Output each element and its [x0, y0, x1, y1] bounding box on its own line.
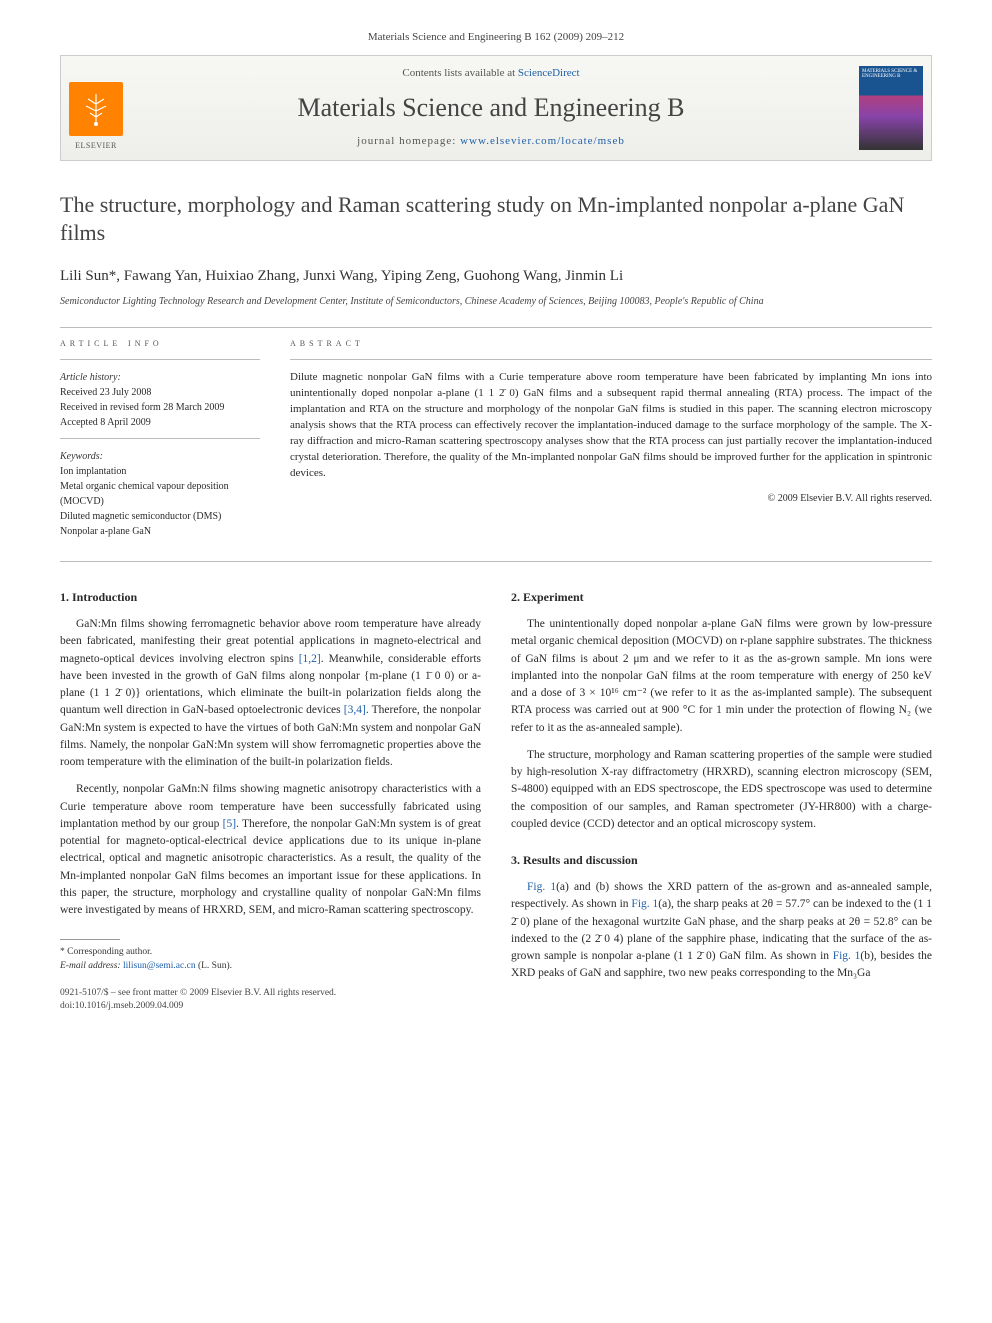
section-heading-experiment: 2. Experiment	[511, 588, 932, 606]
front-matter-line: 0921-5107/$ – see front matter © 2009 El…	[60, 987, 481, 1000]
accepted-date: Accepted 8 April 2009	[60, 415, 260, 430]
divider	[60, 561, 932, 562]
sciencedirect-link[interactable]: ScienceDirect	[518, 67, 580, 79]
journal-name: Materials Science and Engineering B	[298, 90, 685, 126]
tree-icon	[76, 89, 116, 129]
article-title: The structure, morphology and Raman scat…	[60, 191, 932, 248]
corresponding-author-footnote: * Corresponding author. E-mail address: …	[60, 946, 481, 973]
info-header: ARTICLE INFO	[60, 336, 260, 351]
abstract-copyright: © 2009 Elsevier B.V. All rights reserved…	[290, 492, 932, 506]
email-link[interactable]: lilisun@semi.ac.cn	[123, 961, 196, 971]
ref-link[interactable]: [5]	[223, 818, 236, 830]
left-column: 1. Introduction GaN:Mn films showing fer…	[60, 584, 481, 1013]
contents-prefix: Contents lists available at	[402, 67, 517, 79]
publisher-logo-area: ELSEVIER	[61, 56, 131, 159]
history-label: Article history:	[60, 370, 260, 385]
divider	[290, 359, 932, 360]
section-heading-intro: 1. Introduction	[60, 588, 481, 606]
email-label: E-mail address:	[60, 961, 123, 971]
homepage-line: journal homepage: www.elsevier.com/locat…	[357, 134, 625, 149]
footnote-separator	[60, 939, 120, 940]
contents-line: Contents lists available at ScienceDirec…	[402, 66, 579, 81]
homepage-link[interactable]: www.elsevier.com/locate/mseb	[460, 135, 625, 147]
text: . Therefore, the nonpolar GaN:Mn system …	[60, 818, 481, 916]
abstract-column: ABSTRACT Dilute magnetic nonpolar GaN fi…	[290, 336, 932, 539]
intro-paragraph-2: Recently, nonpolar GaMn:N films showing …	[60, 781, 481, 919]
keyword: Ion implantation	[60, 464, 260, 479]
abstract-text: Dilute magnetic nonpolar GaN films with …	[290, 370, 932, 482]
homepage-prefix: journal homepage:	[357, 135, 460, 147]
affiliation: Semiconductor Lighting Technology Resear…	[60, 295, 932, 309]
divider	[60, 438, 260, 439]
elsevier-logo-icon	[69, 82, 123, 136]
results-paragraph-1: Fig. 1(a) and (b) shows the XRD pattern …	[511, 879, 932, 983]
header-citation: Materials Science and Engineering B 162 …	[60, 30, 932, 45]
email-line: E-mail address: lilisun@semi.ac.cn (L. S…	[60, 960, 481, 973]
doi-line: doi:10.1016/j.mseb.2009.04.009	[60, 1000, 481, 1013]
ref-link[interactable]: [1,2]	[299, 653, 321, 665]
keyword: Nonpolar a-plane GaN	[60, 524, 260, 539]
divider	[60, 359, 260, 360]
section-heading-results: 3. Results and discussion	[511, 851, 932, 869]
article-history-block: Article history: Received 23 July 2008 R…	[60, 370, 260, 430]
body-columns: 1. Introduction GaN:Mn films showing fer…	[60, 584, 932, 1013]
authors-line: Lili Sun*, Fawang Yan, Huixiao Zhang, Ju…	[60, 266, 932, 287]
banner-center: Contents lists available at ScienceDirec…	[131, 56, 851, 159]
corr-author-label: * Corresponding author.	[60, 946, 481, 959]
fig-link[interactable]: Fig. 1	[833, 950, 861, 962]
article-info-column: ARTICLE INFO Article history: Received 2…	[60, 336, 260, 539]
right-column: 2. Experiment The unintentionally doped …	[511, 584, 932, 1013]
email-suffix: (L. Sun).	[196, 961, 232, 971]
experiment-paragraph-1: The unintentionally doped nonpolar a-pla…	[511, 616, 932, 737]
journal-banner: ELSEVIER Contents lists available at Sci…	[60, 55, 932, 160]
intro-paragraph-1: GaN:Mn films showing ferromagnetic behav…	[60, 616, 481, 771]
journal-cover-thumb: MATERIALS SCIENCE & ENGINEERING B	[859, 66, 923, 150]
experiment-paragraph-2: The structure, morphology and Raman scat…	[511, 747, 932, 833]
keywords-label: Keywords:	[60, 449, 260, 464]
keyword: Diluted magnetic semiconductor (DMS)	[60, 509, 260, 524]
received-date: Received 23 July 2008	[60, 385, 260, 400]
keyword: Metal organic chemical vapour deposition…	[60, 479, 260, 509]
divider	[60, 327, 932, 328]
abstract-header: ABSTRACT	[290, 336, 932, 351]
publisher-label: ELSEVIER	[75, 140, 117, 151]
ref-link[interactable]: [3,4]	[344, 704, 366, 716]
keywords-block: Keywords: Ion implantation Metal organic…	[60, 449, 260, 539]
fig-link[interactable]: Fig. 1	[631, 898, 658, 910]
info-abstract-row: ARTICLE INFO Article history: Received 2…	[60, 336, 932, 539]
footer-meta: 0921-5107/$ – see front matter © 2009 El…	[60, 987, 481, 1014]
fig-link[interactable]: Fig. 1	[527, 881, 556, 893]
cover-thumb-area: MATERIALS SCIENCE & ENGINEERING B	[851, 56, 931, 159]
revised-date: Received in revised form 28 March 2009	[60, 400, 260, 415]
